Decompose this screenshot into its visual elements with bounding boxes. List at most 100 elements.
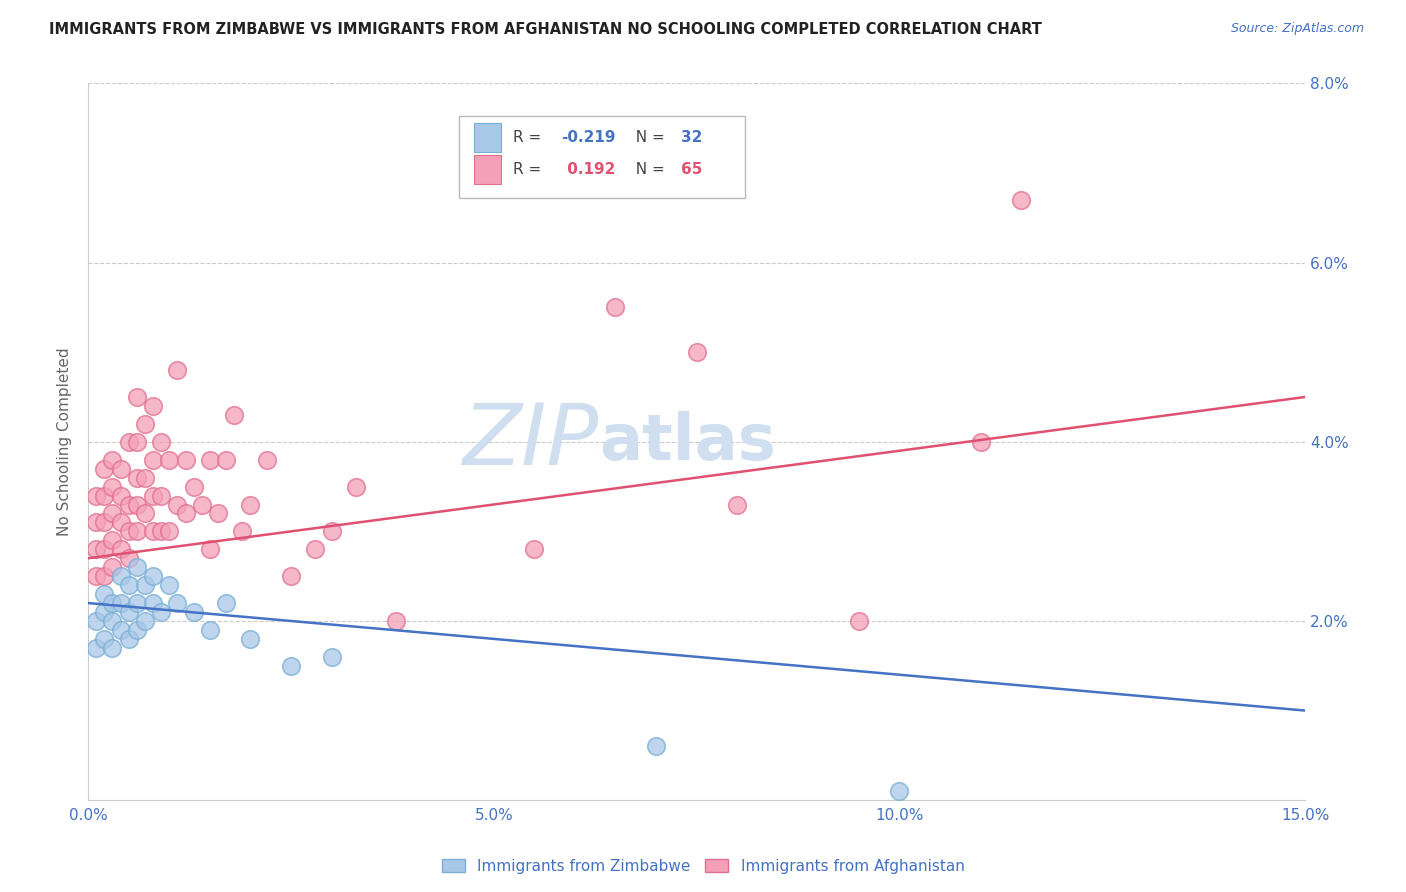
Point [142,399,165,413]
Text: R =: R = [513,129,546,145]
FancyBboxPatch shape [474,155,501,184]
Point [969,434,991,449]
Point [142,596,165,610]
Point [125,498,148,512]
Point [321,524,343,539]
Point [93,569,115,583]
Point [207,507,229,521]
Point [84,614,107,628]
Point [134,578,156,592]
Text: N =: N = [626,162,669,177]
Point [157,524,180,539]
Point [125,434,148,449]
Point [685,345,707,359]
Point [118,578,141,592]
Point [101,640,124,655]
Point [93,605,115,619]
Point [166,363,188,377]
Point [101,480,124,494]
Point [142,569,165,583]
Point [523,542,546,557]
Point [118,632,141,646]
Point [101,596,124,610]
Point [215,596,238,610]
Point [280,569,302,583]
Text: atlas: atlas [599,411,776,473]
Point [166,596,188,610]
Point [134,614,156,628]
Text: 32: 32 [681,129,702,145]
Point [150,605,173,619]
Point [110,623,132,637]
Point [239,632,262,646]
Text: -0.219: -0.219 [561,129,616,145]
Point [110,516,132,530]
Point [183,480,205,494]
Point [93,542,115,557]
Point [134,470,156,484]
Point [190,498,212,512]
Text: ZIP: ZIP [463,401,599,483]
Text: 0.192: 0.192 [561,162,614,177]
Point [157,578,180,592]
Point [150,524,173,539]
Point [84,569,107,583]
Point [198,623,221,637]
Point [125,390,148,404]
Point [231,524,253,539]
Point [118,434,141,449]
Point [605,301,627,315]
Point [84,516,107,530]
Point [125,596,148,610]
Point [93,489,115,503]
Point [183,605,205,619]
Point [174,507,197,521]
Point [93,516,115,530]
Point [101,452,124,467]
Point [280,658,302,673]
Point [118,524,141,539]
Point [150,489,173,503]
Point [101,560,124,574]
Point [125,560,148,574]
Point [125,524,148,539]
Point [157,452,180,467]
Text: N =: N = [626,129,669,145]
Point [215,452,238,467]
Point [256,452,278,467]
Point [93,632,115,646]
Point [118,551,141,566]
Point [321,649,343,664]
Point [150,434,173,449]
Point [1010,193,1032,207]
Point [101,507,124,521]
Point [84,640,107,655]
FancyBboxPatch shape [474,123,501,152]
Text: IMMIGRANTS FROM ZIMBABWE VS IMMIGRANTS FROM AFGHANISTAN NO SCHOOLING COMPLETED C: IMMIGRANTS FROM ZIMBABWE VS IMMIGRANTS F… [49,22,1042,37]
Point [101,533,124,548]
Point [224,408,246,422]
Point [118,498,141,512]
Point [344,480,367,494]
Point [304,542,326,557]
Point [198,542,221,557]
Legend: Immigrants from Zimbabwe, Immigrants from Afghanistan: Immigrants from Zimbabwe, Immigrants fro… [436,853,970,880]
Point [125,623,148,637]
Point [110,542,132,557]
Point [889,784,911,798]
Point [118,605,141,619]
Y-axis label: No Schooling Completed: No Schooling Completed [58,348,72,536]
Text: Source: ZipAtlas.com: Source: ZipAtlas.com [1230,22,1364,36]
Point [110,461,132,475]
Point [84,489,107,503]
Point [142,452,165,467]
Point [142,489,165,503]
Point [110,596,132,610]
Point [93,587,115,601]
Point [848,614,870,628]
Point [645,739,668,754]
Point [134,507,156,521]
Point [110,569,132,583]
Point [84,542,107,557]
Text: R =: R = [513,162,546,177]
